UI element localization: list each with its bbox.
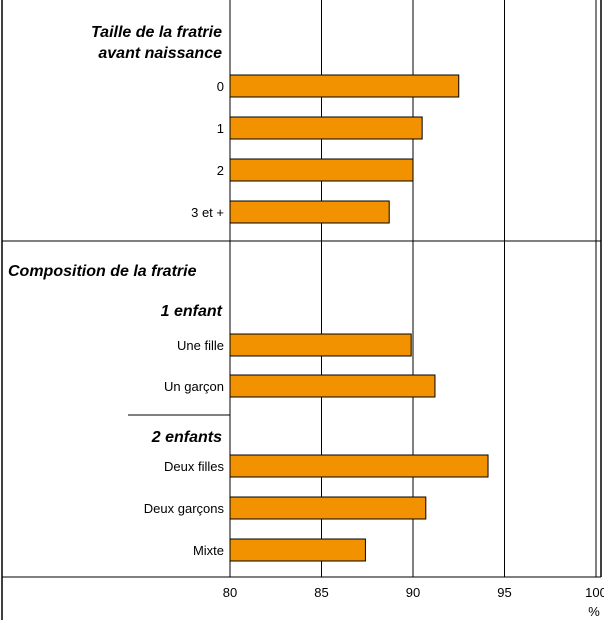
category-label: Un garçon [164, 379, 224, 394]
bars [229, 74, 489, 562]
bar [229, 538, 366, 562]
category-label: 2 [217, 163, 224, 178]
category-label: 3 et + [191, 205, 224, 220]
bar [229, 158, 414, 182]
bar [229, 374, 436, 398]
category-label: 1 [217, 121, 224, 136]
subgroup-heading: 2 enfants [151, 429, 222, 446]
bar [229, 454, 489, 478]
x-tick-label: 100 [585, 585, 604, 600]
x-axis-ticks: 80 85 90 95 100% [223, 585, 604, 619]
category-label: Mixte [193, 543, 224, 558]
x-unit-label: % [588, 604, 600, 619]
x-tick-label: 95 [497, 585, 511, 600]
x-tick-label: 80 [223, 585, 237, 600]
category-labels: 0 1 2 3 et + Une fille Un garçon Deux filles De… [144, 79, 225, 558]
bar [229, 200, 390, 224]
subgroup-heading: 1 enfant [161, 303, 223, 320]
x-tick-label: 85 [314, 585, 328, 600]
category-label: 0 [217, 79, 224, 94]
bar [229, 116, 423, 140]
category-label: Deux filles [164, 459, 224, 474]
category-label: Deux garçons [144, 501, 225, 516]
bar [229, 333, 412, 357]
category-label: Une fille [177, 338, 224, 353]
x-tick-label: 90 [406, 585, 420, 600]
group-heading: avant naissance [98, 45, 222, 62]
bar [229, 74, 460, 98]
group-headings: Taille de la fratrie avant naissance Compo… [8, 24, 223, 446]
group-heading: Taille de la fratrie [91, 24, 222, 41]
group-heading: Composition de la fratrie [8, 263, 197, 280]
bar [229, 496, 427, 520]
